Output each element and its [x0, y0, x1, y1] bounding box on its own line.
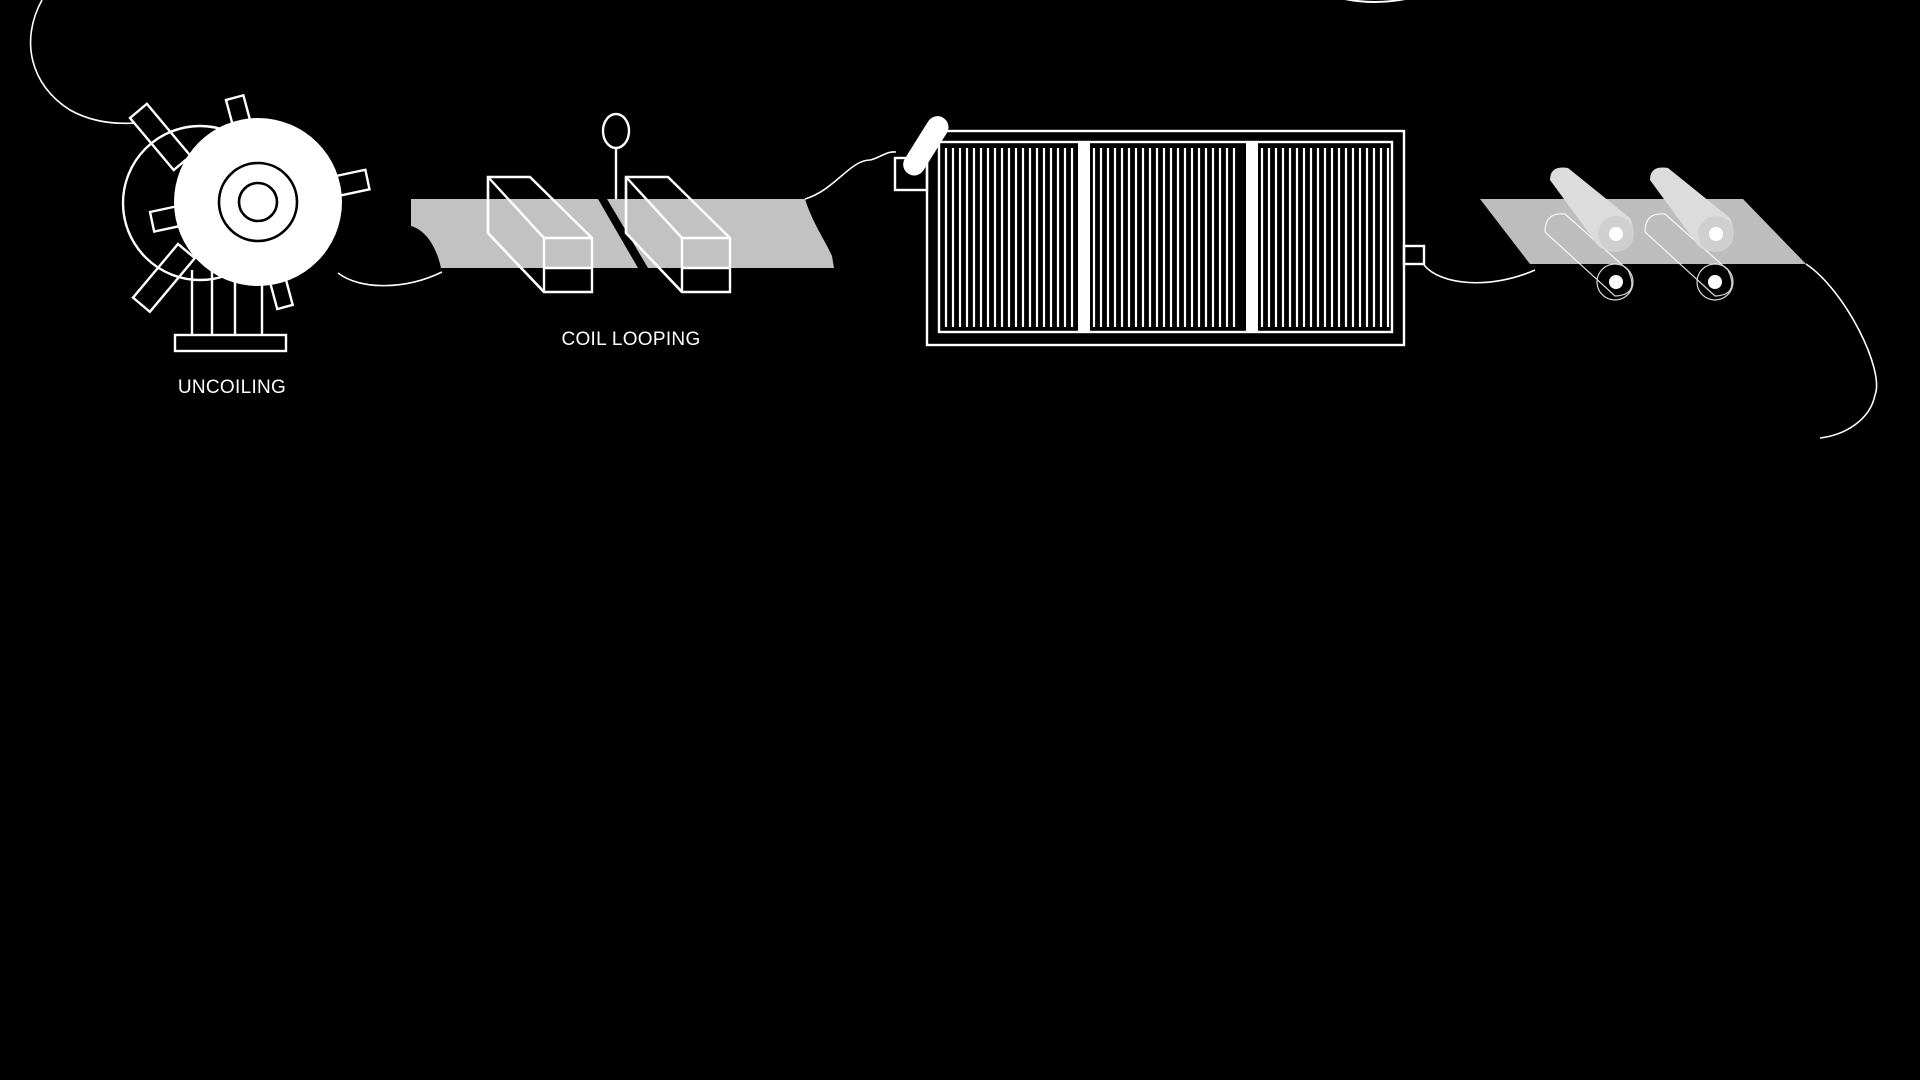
- treatment-furnace: [893, 116, 1536, 347]
- uncoiler-machine: [29, 0, 443, 353]
- roller-ghost-left: [1544, 213, 1634, 301]
- roller-output-wire: [1805, 263, 1878, 439]
- upper-roller-right: [1650, 167, 1734, 252]
- roller-strip: [1480, 199, 1806, 264]
- furnace-outlet-box: [1402, 244, 1426, 266]
- looping-output-wire: [804, 151, 897, 200]
- uncoiler-output-wire: [337, 271, 443, 287]
- roller-ghost-right: [1644, 213, 1734, 301]
- uncoiler-coil-ring-inner: [237, 181, 279, 223]
- roller-station: [1480, 167, 1878, 439]
- looping-strip-right: [607, 199, 834, 268]
- looping-block-right: [624, 175, 732, 294]
- looping-sensor: [601, 112, 631, 150]
- uncoiler-front-disc: [174, 118, 342, 286]
- furnace-divider: [1078, 142, 1090, 332]
- furnace-outer-frame: [925, 129, 1406, 347]
- looping-block-left: [486, 175, 594, 294]
- furnace-inner-frame: [937, 140, 1394, 334]
- upper-roller-left: [1550, 167, 1634, 252]
- lower-roller-left-hub: [1609, 275, 1623, 289]
- uncoiler-coil-ring-outer: [217, 161, 299, 243]
- top-edge-arc: [1344, 0, 1406, 3]
- lower-roller-right-hub: [1708, 275, 1722, 289]
- furnace-output-wire: [1423, 264, 1536, 284]
- coil-looping-station: [411, 112, 897, 294]
- looping-strip-left: [411, 199, 638, 268]
- uncoiling-label: UNCOILING: [178, 377, 286, 398]
- coil-looping-label: COIL LOOPING: [561, 329, 700, 350]
- uncoiler-input-wire: [29, 0, 136, 125]
- furnace-divider: [1246, 142, 1258, 332]
- furnace-slats: [944, 142, 1390, 332]
